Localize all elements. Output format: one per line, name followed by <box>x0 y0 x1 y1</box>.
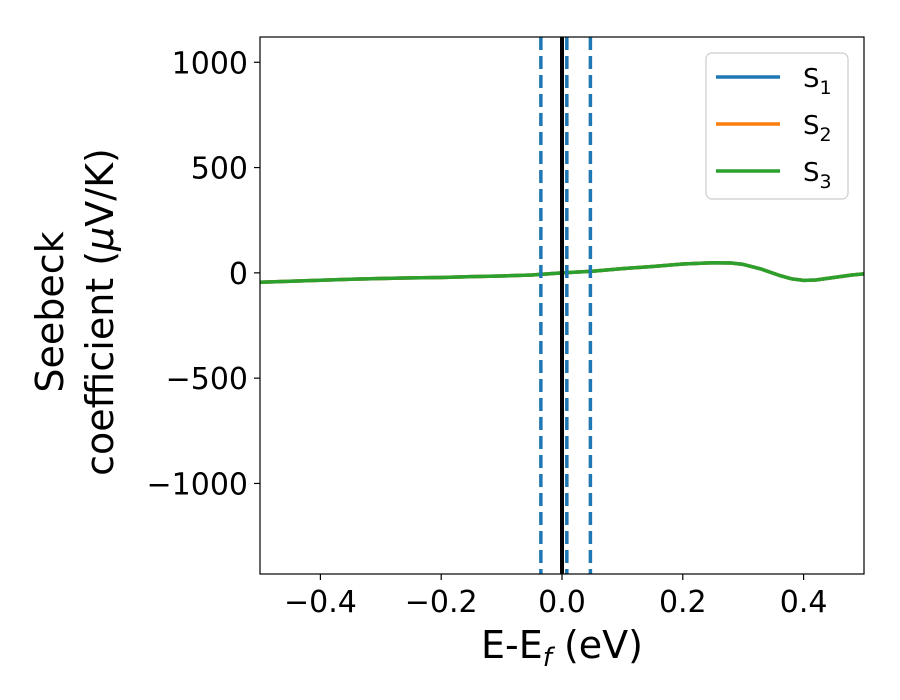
legend-label-1: S1 <box>803 64 832 99</box>
y-axis-label-unit: V/K) <box>78 148 122 227</box>
y-axis-label: Seebeck coefficient (μV/K) <box>28 148 122 476</box>
plot-lines <box>260 37 864 574</box>
y-tick-label: 0 <box>229 257 248 292</box>
y-axis-label-line2: coefficient (μV/K) <box>78 148 122 476</box>
x-tick-label: 0.0 <box>538 585 586 620</box>
x-axis-label: E-Ef (eV) <box>481 623 643 673</box>
x-tick-label: −0.2 <box>405 585 478 620</box>
series-line-3 <box>260 261 864 285</box>
legend: S1 S2 S3 <box>705 52 849 200</box>
x-tick-label: 0.2 <box>659 585 707 620</box>
x-axis-ticks: −0.4 −0.2 0.0 0.2 0.4 <box>284 574 827 620</box>
x-tick-label: −0.4 <box>284 585 357 620</box>
y-axis-ticks: 1000 500 0 −500 −1000 <box>147 46 260 502</box>
y-tick-label: −500 <box>166 362 248 397</box>
y-axis-label-line1: Seebeck <box>28 231 72 392</box>
y-tick-label: 500 <box>191 152 248 187</box>
legend-label-3: S3 <box>803 158 832 193</box>
legend-frame <box>705 52 849 200</box>
x-tick-label: 0.4 <box>780 585 828 620</box>
y-tick-label: 1000 <box>172 46 248 81</box>
y-axis-label-mu: μ <box>78 227 122 252</box>
y-tick-label: −1000 <box>147 467 248 502</box>
x-axis-label-unit: (eV) <box>552 623 643 667</box>
legend-label-2: S2 <box>803 111 832 146</box>
